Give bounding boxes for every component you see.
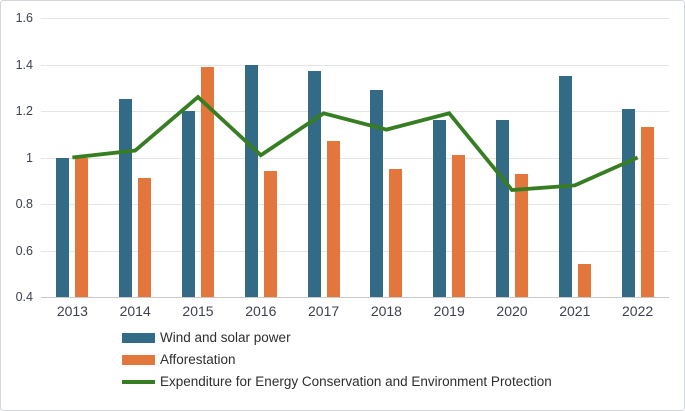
x-tick-label-2017: 2017 [308, 303, 340, 319]
gridline [41, 64, 669, 66]
bar-afforestation-2017 [326, 141, 340, 297]
x-tick-label-2018: 2018 [370, 303, 402, 319]
bar-wind-solar-2017 [307, 71, 321, 297]
bar-afforestation-2021 [577, 264, 591, 297]
x-tick-label-2013: 2013 [56, 303, 88, 319]
y-tick-label-1.6: 1.6 [15, 11, 33, 25]
bar-afforestation-2022 [640, 127, 654, 297]
gridline [41, 250, 669, 252]
gridline [41, 111, 669, 112]
x-axis-line [41, 297, 669, 298]
bar-afforestation-2013 [75, 157, 89, 297]
legend-swatch-afforestation [122, 354, 155, 365]
bar-wind-solar-2013 [56, 157, 70, 297]
y-tick-label-0.6: 0.6 [15, 243, 33, 258]
x-tick-label-2021: 2021 [559, 303, 591, 319]
x-tick-label-2015: 2015 [182, 303, 214, 319]
legend-item-afforestation: Afforestation [122, 352, 552, 367]
bar-wind-solar-2021 [558, 76, 572, 297]
x-tick-label-2022: 2022 [622, 303, 654, 319]
bar-afforestation-2018 [389, 169, 403, 297]
y-tick-label-0.4: 0.4 [15, 290, 33, 304]
y-tick-label-1: 1 [26, 150, 33, 165]
y-tick-label-0.8: 0.8 [15, 197, 33, 211]
bar-wind-solar-2016 [244, 64, 258, 297]
gridline [41, 157, 669, 159]
legend-swatch-expenditure-line [122, 379, 155, 384]
legend-item-expenditure: Expenditure for Energy Conservation and … [122, 374, 552, 389]
gridline [41, 204, 669, 205]
bar-wind-solar-2014 [119, 99, 133, 297]
legend: Wind and solar power Afforestation Expen… [122, 330, 552, 389]
gridline [41, 18, 669, 19]
legend-item-wind-solar: Wind and solar power [122, 330, 552, 345]
bar-afforestation-2014 [138, 178, 152, 297]
bar-afforestation-2016 [263, 171, 277, 297]
bar-afforestation-2019 [452, 155, 466, 297]
bar-wind-solar-2018 [370, 90, 384, 297]
legend-swatch-wind-solar [122, 332, 155, 343]
bar-wind-solar-2020 [496, 120, 509, 297]
legend-label-wind-solar: Wind and solar power [160, 330, 291, 345]
bar-afforestation-2015 [201, 66, 214, 297]
bar-wind-solar-2019 [433, 120, 447, 297]
bar-wind-solar-2022 [621, 108, 635, 297]
x-tick-label-2016: 2016 [245, 303, 277, 319]
bar-afforestation-2020 [515, 173, 528, 297]
legend-label-expenditure: Expenditure for Energy Conservation and … [160, 374, 552, 389]
x-tick-label-2014: 2014 [119, 303, 151, 319]
bar-wind-solar-2015 [182, 111, 195, 297]
legend-label-afforestation: Afforestation [160, 352, 236, 367]
x-tick-label-2020: 2020 [496, 303, 528, 319]
x-tick-label-2019: 2019 [433, 303, 465, 319]
y-tick-label-1.2: 1.2 [15, 104, 33, 118]
y-tick-label-1.4: 1.4 [15, 57, 33, 72]
